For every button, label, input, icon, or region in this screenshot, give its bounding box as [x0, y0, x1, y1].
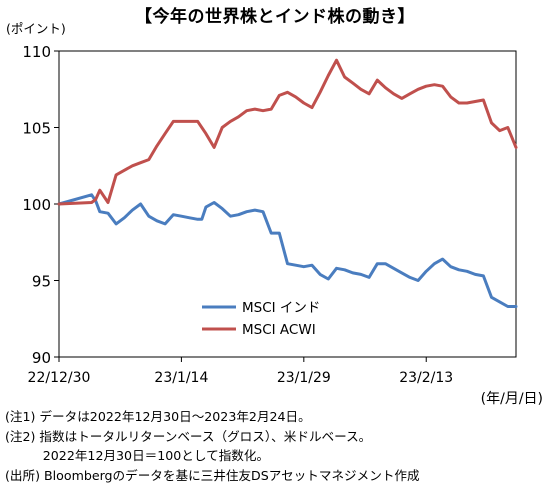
- note-1: (注1) データは2022年12月30日～2023年2月24日。: [5, 409, 311, 424]
- x-tick-label: 22/12/30: [28, 370, 91, 386]
- footnotes: (注1) データは2022年12月30日～2023年2月24日。 (注2) 指数…: [5, 407, 550, 485]
- series-line-1: [57, 193, 518, 308]
- y-tick-label: 90: [32, 349, 51, 367]
- x-tick-label: 23/2/13: [399, 370, 453, 386]
- x-tick-label: 23/1/14: [154, 370, 208, 386]
- y-axis-unit-label: (ポイント): [6, 21, 66, 36]
- chart-title: 【今年の世界株とインド株の動き】: [135, 7, 415, 27]
- plot-area: 90 95 100 105 110 22/12/30 23/1/14 23/1/29 23/2/…: [22, 43, 543, 405]
- note-2-continued: 2022年12月30日＝100として指数化。: [5, 448, 270, 464]
- note-2: (注2) 指数はトータルリターンベース（グロス）、米ドルベース。: [5, 428, 372, 444]
- note-source: (出所) Bloombergのデータを基に三井住友DSアセットマネジメント作成: [5, 467, 420, 483]
- legend-label-2: MSCI ACWI: [242, 322, 316, 338]
- y-tick-label: 105: [22, 120, 51, 138]
- line-chart: 90 95 100 105 110 22/12/30 23/1/14 23/1/29 23/2/…: [22, 43, 543, 405]
- y-tick-label: 95: [32, 273, 51, 291]
- series-line-2: [57, 58, 518, 206]
- x-tick-label: 23/1/29: [277, 370, 331, 386]
- y-tick-label: 110: [22, 43, 51, 61]
- legend-label-1: MSCI インド: [242, 300, 320, 316]
- x-axis-label: (年/月/日): [481, 391, 543, 405]
- legend: MSCI インド MSCI ACWI: [202, 300, 320, 338]
- y-tick-label: 100: [22, 196, 51, 214]
